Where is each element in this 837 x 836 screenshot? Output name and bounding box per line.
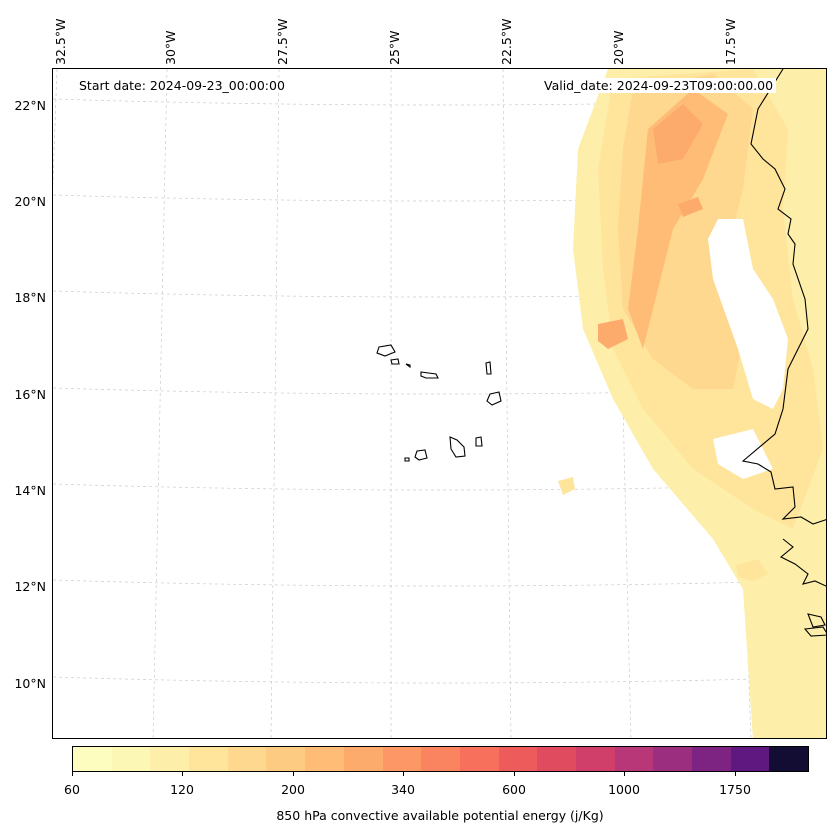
- longitude-label: 22.5°W: [499, 18, 514, 65]
- cape-contour-high-2: [678, 197, 703, 217]
- longitude-label: 27.5°W: [275, 18, 290, 65]
- colorbar-swatch: [227, 747, 267, 771]
- bijagos-islands: [807, 613, 826, 628]
- colorbar-tick-label: 120: [170, 782, 194, 797]
- latitude-label: 18°N: [14, 290, 46, 305]
- africa-coastline: [741, 69, 826, 525]
- colorbar: [72, 746, 809, 772]
- longitude-label: 20°W: [611, 30, 626, 65]
- valid-date-label: Valid_date: 2024-09-23T09:00:00.00: [541, 78, 777, 93]
- cape-verde-sal: [485, 361, 492, 375]
- meridian-gridline: [53, 69, 58, 191]
- colorbar-swatch: [575, 747, 615, 771]
- colorbar-swatch: [459, 747, 499, 771]
- cape-contour-high-3: [598, 319, 628, 349]
- latitude-label: 14°N: [14, 483, 46, 498]
- latitude-label: 20°N: [14, 194, 46, 209]
- start-date-label: Start date: 2024-09-23_00:00:00: [76, 78, 288, 93]
- coastlines: [376, 69, 826, 637]
- cape-gap-2: [713, 429, 773, 479]
- parallel-gridline: [53, 483, 826, 491]
- parallel-gridline: [53, 194, 826, 202]
- colorbar-swatch: [498, 747, 538, 771]
- cape-contour-high: [653, 104, 703, 164]
- colorbar-tick-label: 600: [502, 782, 526, 797]
- colorbar-tickmark: [72, 772, 73, 776]
- parallel-gridline: [53, 579, 826, 587]
- colorbar-tick-label: 1750: [719, 782, 751, 797]
- colorbar-tickmark: [182, 772, 183, 776]
- colorbar-label: 850 hPa convective available potential e…: [276, 808, 604, 823]
- cape-verde-santo-antao: [376, 344, 396, 357]
- colorbar-tick-label: 1000: [608, 782, 640, 797]
- colorbar-swatch: [382, 747, 422, 771]
- colorbar-swatch: [537, 747, 576, 771]
- parallel-gridline: [53, 676, 826, 684]
- colorbar-swatch: [266, 747, 306, 771]
- colorbar-swatch: [343, 747, 383, 771]
- cape-gap-1: [708, 219, 788, 409]
- colorbar-tickmark: [293, 772, 294, 776]
- parallel-gridline: [53, 387, 826, 395]
- longitude-label: 17.5°W: [723, 18, 738, 65]
- colorbar-swatch: [305, 747, 344, 771]
- cape-verde-sao-nicolau: [420, 371, 439, 379]
- meridian-gridline: [502, 69, 512, 738]
- bijagos-islands-2: [803, 626, 826, 637]
- colorbar-tick-label: 340: [391, 782, 415, 797]
- colorbar-swatch: [769, 747, 809, 771]
- colorbar-swatch: [189, 747, 228, 771]
- longitude-label: 25°W: [387, 30, 402, 65]
- parallel-gridline: [53, 290, 826, 298]
- colorbar-swatch: [653, 747, 692, 771]
- colorbar-tickmark: [514, 772, 515, 776]
- colorbar-tickmark: [624, 772, 625, 776]
- colorbar-swatch: [614, 747, 654, 771]
- meridian-gridline: [270, 69, 280, 738]
- map-canvas: [53, 69, 826, 738]
- colorbar-swatch: [111, 747, 151, 771]
- cape-verde-maio: [475, 436, 483, 447]
- cape-verde-fogo: [414, 449, 428, 461]
- cape-contour-mid-2: [628, 89, 728, 349]
- colorbar-swatch: [692, 747, 731, 771]
- colorbar-swatch: [150, 747, 190, 771]
- cape-verde-brava: [404, 457, 410, 462]
- cape-patch-small: [558, 477, 575, 495]
- cape-patch-small-2: [736, 559, 768, 581]
- latitude-label: 16°N: [14, 387, 46, 402]
- meridian-gridline: [614, 69, 632, 738]
- latitude-label: 10°N: [14, 676, 46, 691]
- cape-verde-santa-luzia: [405, 363, 411, 369]
- longitude-label: 30°W: [163, 30, 178, 65]
- colorbar-swatch: [73, 747, 112, 771]
- longitude-label: 32.5°W: [53, 18, 68, 65]
- colorbar-swatch: [421, 747, 460, 771]
- cape-field: [558, 69, 826, 738]
- colorbar-tick-label: 60: [64, 782, 80, 797]
- meridian-gridline: [152, 69, 168, 738]
- cape-verde-sao-vicente: [390, 358, 400, 365]
- parallel-gridline: [53, 98, 826, 106]
- colorbar-tickmark: [403, 772, 404, 776]
- africa-coastline-south: [780, 538, 826, 587]
- cape-verde-boa-vista: [486, 391, 502, 406]
- colorbar-tickmark: [735, 772, 736, 776]
- map-panel: [52, 68, 827, 739]
- colorbar-swatch: [730, 747, 770, 771]
- latitude-label: 22°N: [14, 98, 46, 113]
- cape-verde-santiago: [449, 436, 466, 458]
- colorbar-tick-label: 200: [281, 782, 305, 797]
- latitude-label: 12°N: [14, 579, 46, 594]
